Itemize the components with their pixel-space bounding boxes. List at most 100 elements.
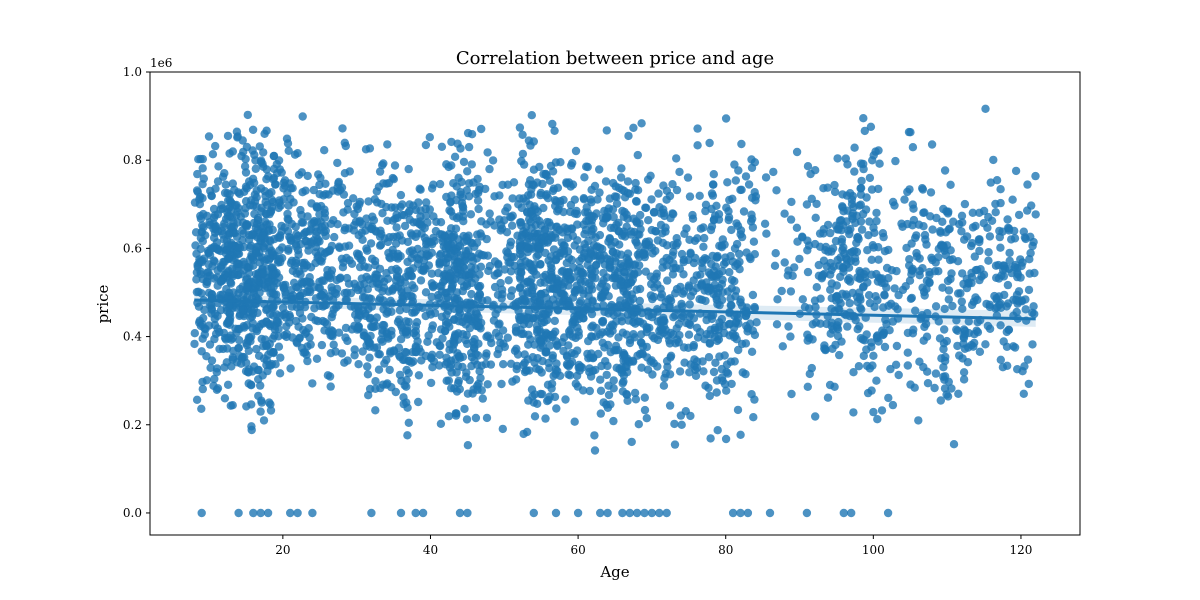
data-point	[303, 212, 312, 221]
data-point	[437, 142, 447, 151]
data-point	[404, 368, 413, 378]
data-point	[527, 111, 536, 120]
data-point	[535, 245, 544, 254]
data-point	[483, 296, 492, 305]
data-point	[454, 376, 463, 385]
data-point	[194, 155, 203, 164]
data-point	[462, 330, 471, 340]
data-point	[1019, 227, 1028, 236]
data-point	[224, 315, 234, 325]
data-point	[591, 274, 600, 283]
data-point	[417, 229, 426, 238]
data-point	[304, 246, 313, 255]
data-point	[371, 384, 380, 393]
data-point	[245, 262, 254, 271]
data-point	[552, 404, 561, 413]
data-point	[623, 282, 633, 291]
data-point	[856, 183, 866, 193]
data-point	[321, 179, 330, 188]
data-point	[387, 265, 396, 275]
data-point	[374, 365, 384, 374]
data-point	[762, 229, 771, 238]
data-point	[623, 396, 632, 405]
data-point	[677, 420, 686, 429]
data-point	[272, 290, 281, 299]
data-point	[706, 225, 716, 235]
data-point	[907, 270, 916, 279]
data-point	[705, 338, 715, 347]
data-point	[714, 331, 723, 341]
data-point	[578, 285, 588, 295]
data-point	[938, 283, 947, 292]
data-point	[1005, 248, 1014, 258]
data-point	[248, 309, 258, 318]
data-point-zero-price	[455, 508, 465, 518]
data-point	[329, 216, 338, 225]
data-point	[867, 270, 876, 279]
data-point-zero-price	[308, 508, 317, 518]
data-point-zero-price	[234, 508, 243, 518]
data-point	[329, 305, 338, 314]
data-point	[397, 376, 406, 386]
data-point	[612, 199, 622, 208]
data-point	[940, 304, 949, 314]
data-point	[530, 412, 540, 421]
data-point	[411, 331, 421, 340]
data-point	[259, 416, 269, 425]
data-point	[541, 170, 550, 179]
data-point	[584, 285, 594, 295]
data-point	[938, 217, 947, 226]
data-point	[856, 159, 866, 168]
data-point	[996, 355, 1005, 364]
data-point	[604, 204, 613, 213]
data-point	[957, 211, 967, 220]
data-point	[562, 258, 571, 268]
data-point	[474, 204, 483, 214]
data-point	[675, 367, 685, 376]
data-point	[619, 371, 629, 380]
data-point	[665, 191, 675, 201]
data-point	[634, 420, 643, 429]
data-point	[673, 238, 682, 248]
data-point	[798, 295, 807, 304]
data-point	[872, 216, 881, 226]
data-point	[727, 301, 736, 310]
data-point	[574, 360, 584, 370]
data-point	[841, 154, 850, 163]
data-point	[486, 217, 495, 226]
data-point	[372, 313, 381, 322]
data-point	[901, 282, 910, 291]
data-point	[669, 313, 678, 322]
data-point	[427, 292, 436, 302]
data-point	[587, 226, 596, 235]
data-point	[850, 167, 859, 176]
data-point	[915, 271, 924, 280]
data-point-zero-price	[367, 508, 376, 518]
data-point	[442, 310, 451, 319]
data-point	[288, 333, 297, 342]
data-point	[846, 224, 855, 234]
data-point	[256, 407, 265, 416]
data-point	[277, 221, 286, 231]
data-point	[434, 293, 443, 303]
data-point	[633, 241, 643, 250]
data-point	[378, 209, 387, 218]
data-point	[930, 383, 939, 393]
data-point	[972, 265, 982, 275]
data-point	[233, 249, 242, 258]
data-point	[587, 332, 596, 341]
data-point	[261, 197, 270, 207]
data-point	[996, 321, 1005, 330]
data-point	[623, 259, 632, 269]
data-point	[722, 203, 731, 212]
data-point	[379, 321, 389, 330]
data-point	[1030, 268, 1039, 278]
data-point	[501, 207, 510, 216]
data-point	[991, 208, 1000, 217]
data-point	[865, 217, 874, 226]
data-point	[246, 380, 256, 389]
data-point	[198, 384, 207, 394]
data-point	[458, 212, 468, 221]
data-point	[211, 141, 220, 151]
data-point	[712, 388, 721, 397]
